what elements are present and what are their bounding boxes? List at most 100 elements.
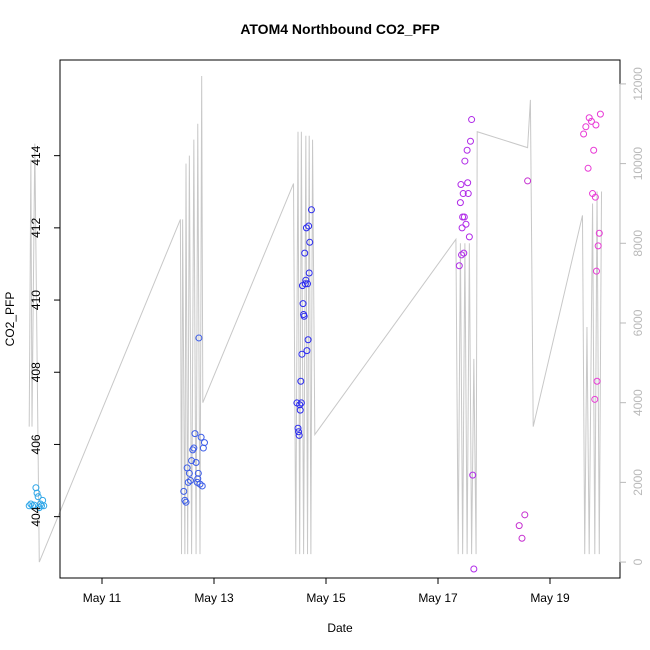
data-point — [35, 504, 43, 512]
x-tick-label: May 15 — [306, 591, 346, 605]
points-layer — [25, 110, 604, 573]
y-tick-label: 406 — [29, 434, 43, 454]
data-point — [302, 224, 310, 232]
data-point — [297, 399, 305, 407]
data-point — [301, 249, 309, 257]
data-point — [299, 300, 307, 308]
data-point — [190, 444, 198, 452]
data-point — [457, 181, 465, 189]
data-point — [188, 457, 196, 465]
y2-tick-label: 10000 — [631, 147, 645, 181]
data-point — [466, 137, 474, 145]
data-point — [596, 110, 604, 118]
series-5 — [580, 110, 604, 403]
y-axis-label: CO2_PFP — [3, 292, 17, 347]
data-point — [585, 114, 593, 122]
data-point — [595, 229, 603, 237]
data-point — [295, 431, 303, 439]
data-point — [25, 502, 33, 510]
data-point — [305, 269, 313, 277]
data-point — [521, 511, 529, 519]
y-tick-label: 408 — [29, 362, 43, 382]
data-point — [524, 177, 532, 185]
data-point — [461, 157, 469, 165]
data-point — [584, 164, 592, 172]
data-point — [186, 477, 194, 485]
data-point — [180, 487, 188, 495]
y2-tick-label: 0 — [631, 558, 645, 565]
data-point — [304, 336, 312, 344]
data-point — [592, 121, 600, 129]
data-point — [195, 334, 203, 342]
altitude-line — [28, 75, 603, 563]
data-point — [590, 146, 598, 154]
data-point — [302, 276, 310, 284]
data-point — [198, 482, 206, 490]
altitude-layer — [28, 75, 603, 563]
data-point — [515, 522, 523, 530]
chart-title: ATOM4 Northbound CO2_PFP — [240, 21, 439, 37]
data-point — [305, 222, 313, 230]
data-point — [181, 496, 189, 504]
data-point — [594, 242, 602, 250]
x-tick-label: May 19 — [530, 591, 570, 605]
data-point — [306, 238, 314, 246]
y-tick-label: 404 — [29, 506, 43, 526]
data-point — [194, 469, 202, 477]
data-point — [460, 249, 468, 257]
data-point — [462, 220, 470, 228]
data-point — [297, 377, 305, 385]
y-tick-label: 414 — [29, 145, 43, 165]
y-tick-label: 412 — [29, 218, 43, 238]
data-point — [182, 498, 190, 506]
data-point — [592, 267, 600, 275]
data-point — [184, 478, 192, 486]
data-point — [300, 312, 308, 320]
data-point — [463, 146, 471, 154]
series-3 — [455, 116, 478, 573]
data-point — [185, 469, 193, 477]
data-point — [33, 489, 41, 497]
data-point — [458, 251, 466, 259]
data-point — [189, 446, 197, 454]
data-point — [464, 179, 472, 187]
x-tick-label: May 17 — [418, 591, 458, 605]
data-point — [27, 500, 35, 508]
data-point — [295, 428, 303, 436]
x-axis: May 11 May 13 May 15 May 17 May 19 — [83, 577, 570, 605]
data-point — [459, 190, 467, 198]
data-point — [304, 280, 312, 288]
y-tick-label: 410 — [29, 290, 43, 310]
data-point — [197, 433, 205, 441]
data-point — [307, 206, 315, 214]
data-point — [455, 262, 463, 270]
data-point — [582, 123, 590, 131]
data-point — [460, 213, 468, 221]
series-2 — [293, 206, 315, 439]
data-point — [591, 395, 599, 403]
data-point — [518, 534, 526, 542]
y2-tick-label: 6000 — [631, 309, 645, 336]
y2-tick-label: 12000 — [631, 67, 645, 101]
data-point — [593, 377, 601, 385]
data-point — [296, 401, 304, 409]
data-point — [40, 502, 48, 510]
series-1 — [180, 334, 208, 506]
x-tick-label: May 13 — [194, 591, 234, 605]
y2-tick-label: 2000 — [631, 469, 645, 496]
data-point — [456, 199, 464, 207]
data-point — [470, 565, 478, 573]
series-4 — [515, 177, 532, 542]
data-point — [458, 224, 466, 232]
data-point — [294, 424, 302, 432]
y-axis-left: 404 406 408 410 412 414 — [29, 145, 61, 527]
x-axis-label: Date — [327, 621, 353, 635]
data-point — [200, 439, 208, 447]
data-point — [192, 458, 200, 466]
data-point — [468, 116, 476, 124]
data-point — [469, 471, 477, 479]
data-point — [587, 117, 595, 125]
y2-tick-label: 4000 — [631, 389, 645, 416]
data-point — [296, 406, 304, 414]
